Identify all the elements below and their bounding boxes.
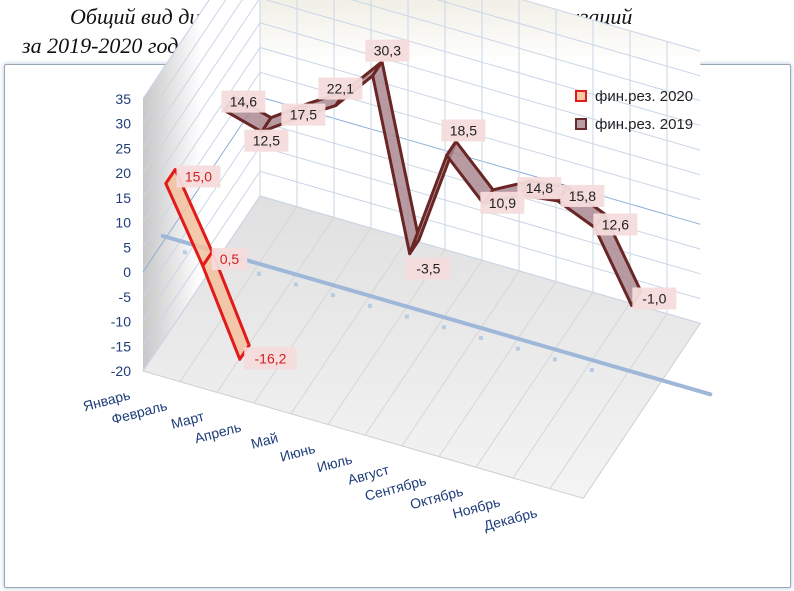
data-label-2019: 10,9 [489,195,516,211]
data-label-2019: 30,3 [374,43,401,59]
data-label-2019: 14,6 [230,94,257,110]
y-tick-label: -20 [111,363,131,379]
axis-tick [182,250,187,255]
y-tick-label: 30 [115,116,131,132]
data-label-2019: 14,8 [526,180,553,196]
data-label-2019: -1,0 [642,291,666,307]
gridline-floor [216,217,335,393]
data-label-2020: -16,2 [255,350,287,366]
axis-tick [293,282,298,287]
gridline-floor [549,313,668,489]
gridline-floor [364,259,483,436]
data-label-2020: 15,0 [185,168,212,184]
y-tick-label: 35 [115,91,131,107]
data-label-2019: -3,5 [416,261,440,277]
data-label-2019: 17,5 [290,107,317,123]
data-label-2019-bg [281,103,326,126]
data-label-2019-bg [517,177,562,200]
data-label-2019-bg [632,287,677,310]
axis-tick [552,357,557,362]
data-label-2020-bg [176,165,221,188]
legend-swatch-2020 [575,90,587,102]
y-tick-label: 20 [115,165,131,181]
gridline-floor [179,206,298,382]
y-tick-label: -5 [119,289,132,305]
axis-tick [404,314,409,319]
data-label-2019: 22,1 [327,81,354,97]
y-tick-label: 10 [115,215,131,231]
data-label-2019: 12,6 [602,216,629,232]
data-label-2019-bg [318,77,363,100]
data-label-2020-bg [244,347,297,370]
y-tick-label: -10 [111,314,131,330]
x-tick-label: Май [249,429,280,452]
gridline-floor [253,227,372,404]
legend: фин.рез. 2020 фин.рез. 2019 [575,82,693,138]
legend-item-2020[interactable]: фин.рез. 2020 [575,82,693,110]
data-label-2020: 0,5 [220,251,240,267]
gridline-floor [475,292,594,468]
axis-tick [589,368,594,373]
ribbon-segment [201,250,251,361]
gridline-y [142,0,701,149]
y-tick-label: -15 [111,338,131,354]
data-label-2019-bg [480,191,525,214]
axis-tick [515,346,520,351]
gridline-depth [142,0,210,100]
zero-axis [160,233,713,397]
y-tick-label: 25 [115,140,131,156]
gridline-floor [290,238,409,415]
data-label-2019-bg [221,90,266,113]
axis-tick [441,325,446,330]
y-tick-label: 0 [123,264,131,280]
data-label-2019: 15,8 [569,188,596,204]
y-tick-label: 15 [115,190,131,206]
data-label-2019-bg [365,39,410,62]
legend-label-2020: фин.рез. 2020 [595,87,694,105]
legend-swatch-2019 [575,118,587,130]
axis-tick [478,335,483,340]
gridline-depth [142,195,261,372]
data-label-2019-bg [593,213,638,236]
data-label-2019-bg [560,184,605,207]
legend-item-2019[interactable]: фин.рез. 2019 [575,110,693,138]
axis-tick [367,303,372,308]
axis-tick [256,271,261,276]
gridline-y [142,0,701,174]
x-tick-label: Июнь [278,440,317,465]
gridline-y [142,0,701,124]
legend-label-2019: фин.рез. 2019 [595,115,694,133]
data-label-2019: 18,5 [450,122,477,138]
gridline-floor [401,270,520,447]
gridline-floor [512,302,631,479]
axis-tick [330,293,335,298]
y-tick-label: 5 [123,239,131,255]
data-label-2019-bg [244,129,289,152]
data-label-2019: 12,5 [253,133,280,149]
gridline-floor [438,281,557,457]
data-label-2019-bg [441,119,486,142]
data-label-2019-bg [406,257,451,280]
data-label-2020-bg [211,247,248,270]
